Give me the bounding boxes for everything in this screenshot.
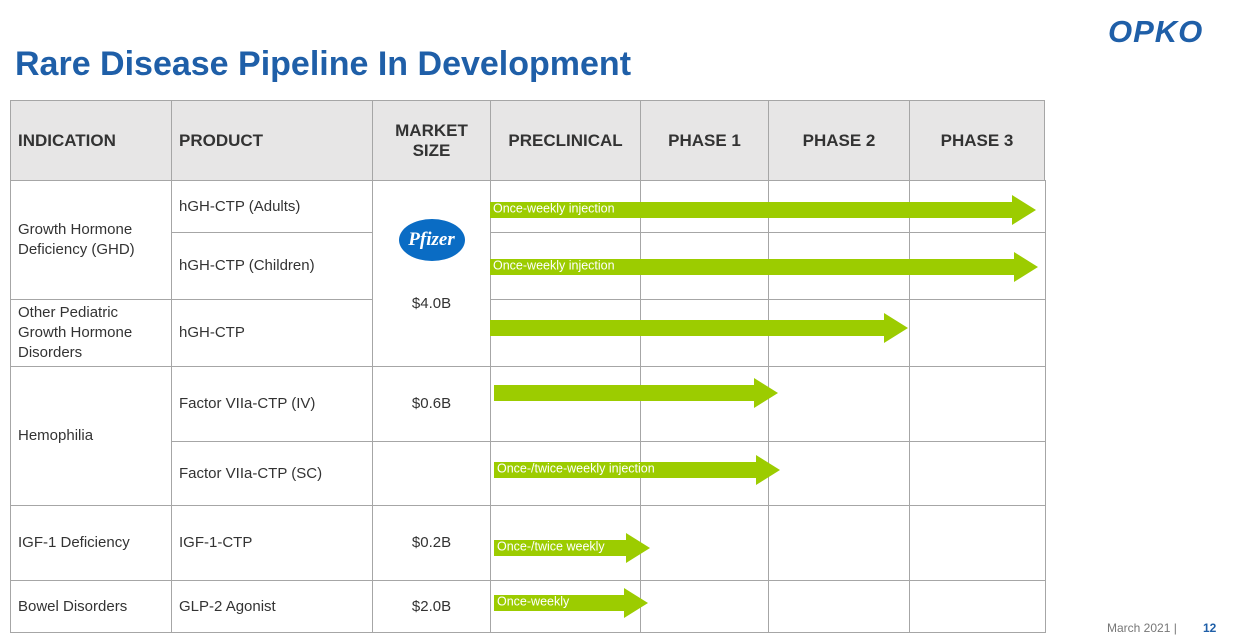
logo: OPKO — [1108, 14, 1204, 49]
header-cell: PRODUCT — [171, 100, 373, 181]
progress-arrow — [494, 378, 778, 408]
title: Rare Disease Pipeline In Development — [15, 45, 632, 83]
indication: Other Pediatric Growth Hormone Disorders — [10, 299, 172, 367]
page-number: 12 — [1203, 621, 1217, 635]
header-cell: PHASE 3 — [909, 100, 1045, 181]
footer-date: March 2021 | — [1107, 621, 1177, 635]
progress-arrow — [494, 533, 650, 563]
arrow-label: Once-weekly — [497, 594, 570, 608]
arrow-label: Once-/twice weekly — [497, 539, 605, 553]
progress-arrow — [490, 195, 1036, 225]
partner-logo: Pfizer — [398, 219, 465, 261]
header-cell: PHASE 1 — [640, 100, 769, 181]
progress-arrow — [494, 455, 780, 485]
market-size: $4.0B — [411, 295, 452, 312]
header-cell: PRECLINICAL — [490, 100, 641, 181]
market-cell: Pfizer $4.0B — [372, 180, 491, 367]
header-cell: PHASE 2 — [768, 100, 910, 181]
progress-arrow — [490, 252, 1038, 282]
progress-arrow — [494, 588, 648, 618]
arrow-label: Once-weekly injection — [493, 258, 615, 272]
header-cell: INDICATION — [10, 100, 172, 181]
arrow-label: Once-/twice-weekly injection — [497, 461, 655, 475]
arrow-label: Once-weekly injection — [493, 201, 615, 215]
progress-arrow — [490, 313, 908, 343]
phase-cell — [909, 580, 1046, 633]
